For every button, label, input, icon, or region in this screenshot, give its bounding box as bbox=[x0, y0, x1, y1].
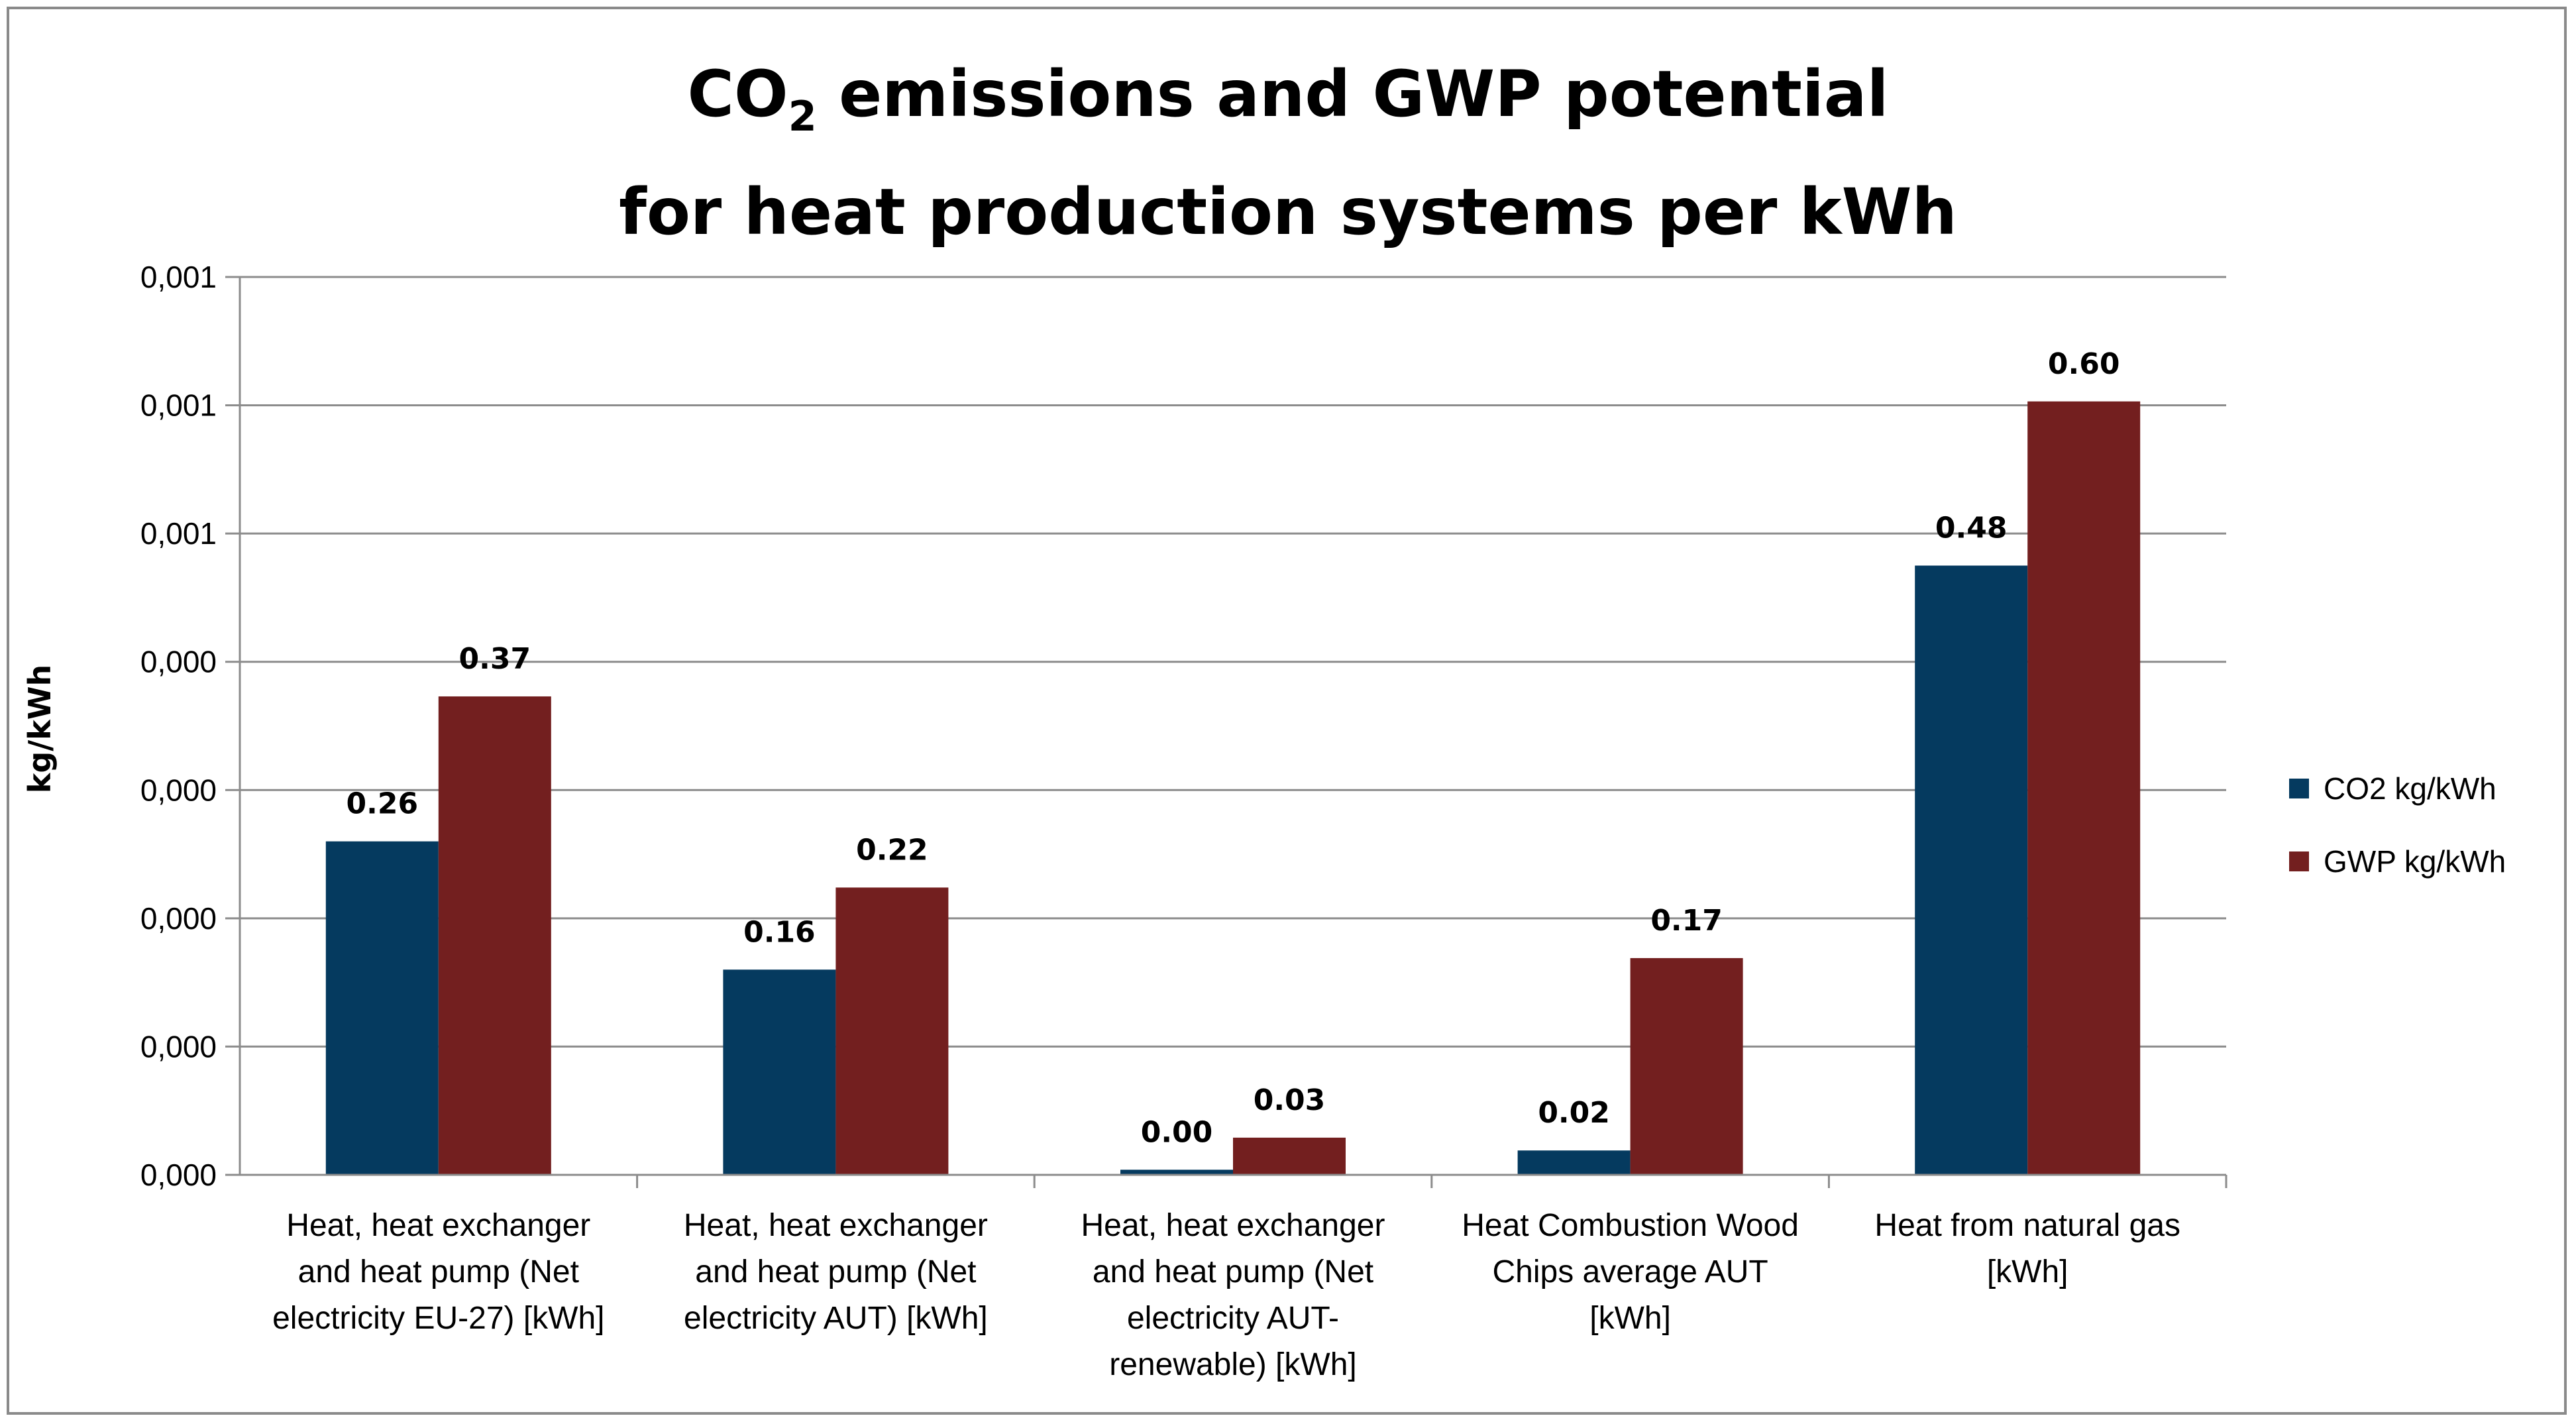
bar-co2 bbox=[1517, 1150, 1631, 1175]
y-tick-label: 0,001 bbox=[140, 388, 217, 423]
bar-gwp bbox=[2027, 401, 2141, 1175]
title-co: CO bbox=[687, 57, 788, 131]
x-category-label: Heat, heat exchanger and heat pump (Net el… bbox=[246, 1203, 631, 1342]
bar-co2 bbox=[723, 969, 836, 1175]
data-label-gwp: 0.22 bbox=[856, 833, 928, 867]
legend-label-co2: CO2 kg/kWh bbox=[2324, 771, 2496, 806]
bar-co2 bbox=[1120, 1170, 1233, 1175]
title-subscript: 2 bbox=[788, 92, 817, 140]
y-tick-label: 0,000 bbox=[140, 901, 217, 936]
legend-swatch-gwp bbox=[2289, 851, 2309, 871]
chart-title: CO2 emissions and GWP potential for heat… bbox=[0, 46, 2576, 260]
x-category-label: Heat Combustion Wood Chips average AUT [kW… bbox=[1438, 1203, 1823, 1342]
y-tick-label: 0,000 bbox=[140, 773, 217, 807]
data-label-co2: 0.48 bbox=[1935, 512, 2008, 545]
y-tick-label: 0,000 bbox=[140, 1158, 217, 1192]
data-label-co2: 0.16 bbox=[743, 915, 816, 949]
x-category-label: Heat, heat exchanger and heat pump (Net el… bbox=[1041, 1203, 1425, 1388]
legend-item-gwp: GWP kg/kWh bbox=[2289, 842, 2506, 881]
x-category-label-line: renewable) [kWh] bbox=[1109, 1347, 1357, 1382]
legend-label-gwp: GWP kg/kWh bbox=[2324, 844, 2506, 879]
x-category-label-line: electricity EU-27) [kWh] bbox=[272, 1301, 605, 1336]
chart-title-line2: for heat production systems per kWh bbox=[619, 175, 1957, 249]
x-category-label-line: electricity AUT) [kWh] bbox=[684, 1301, 988, 1336]
data-label-co2: 0.00 bbox=[1141, 1115, 1213, 1149]
bar-gwp bbox=[1233, 1137, 1346, 1175]
data-label-gwp: 0.60 bbox=[2048, 347, 2120, 381]
x-category-label-line: and heat pump (Net bbox=[695, 1254, 977, 1289]
x-category-label: Heat, heat exchanger and heat pump (Net el… bbox=[643, 1203, 1028, 1342]
x-category-label-line: Heat Combustion Wood bbox=[1462, 1208, 1799, 1243]
x-category-label-line: electricity AUT- bbox=[1126, 1301, 1340, 1336]
x-category-label-line: and heat pump (Net bbox=[297, 1254, 579, 1289]
bar-gwp bbox=[438, 696, 551, 1175]
data-label-co2: 0.26 bbox=[347, 787, 419, 821]
x-category-label: Heat from natural gas [kWh] bbox=[1835, 1203, 2220, 1295]
gridlines bbox=[240, 276, 2226, 1048]
x-category-label-line: [kWh] bbox=[1589, 1301, 1671, 1336]
bar-co2 bbox=[1915, 565, 2028, 1175]
bar-gwp bbox=[835, 887, 949, 1175]
x-category-label-line: Chips average AUT bbox=[1492, 1254, 1768, 1289]
data-label-gwp: 0.17 bbox=[1650, 904, 1723, 938]
bar-gwp bbox=[1630, 958, 1743, 1175]
legend-swatch-co2 bbox=[2289, 779, 2309, 798]
data-label-co2: 0.02 bbox=[1538, 1096, 1610, 1130]
data-label-gwp: 0.37 bbox=[459, 642, 531, 676]
legend: CO2 kg/kWh GWP kg/kWh bbox=[2289, 769, 2506, 914]
bar-co2 bbox=[325, 841, 439, 1175]
y-tick-label: 0,001 bbox=[140, 516, 217, 551]
x-category-label-line: Heat, heat exchanger bbox=[286, 1208, 591, 1243]
axes: 0,000 0,000 0,000 0,000 0,000 0,001 0,001 0,001 bbox=[140, 260, 2227, 1192]
data-label-gwp: 0.03 bbox=[1254, 1083, 1326, 1117]
x-category-label-line: Heat, heat exchanger bbox=[683, 1208, 988, 1243]
x-category-label-line: Heat, heat exchanger bbox=[1081, 1208, 1385, 1243]
data-labels: 0.26 0.37 0.16 0.22 0.00 0.03 0.02 0.17 0.48 0.60 bbox=[347, 347, 2120, 1149]
chart-title-line1: CO2 emissions and GWP potential bbox=[0, 46, 2576, 164]
legend-item-co2: CO2 kg/kWh bbox=[2289, 769, 2506, 808]
y-tick-label: 0,000 bbox=[140, 1029, 217, 1064]
x-category-label-line: and heat pump (Net bbox=[1092, 1254, 1374, 1289]
y-tick-label: 0,000 bbox=[140, 645, 217, 679]
bars bbox=[325, 401, 2141, 1175]
y-tick-label: 0,001 bbox=[140, 260, 217, 294]
title-rest: emissions and GWP potential bbox=[816, 57, 1889, 131]
x-category-label-line: [kWh] bbox=[1986, 1254, 2068, 1289]
x-category-label-line: Heat from natural gas bbox=[1874, 1208, 2180, 1243]
